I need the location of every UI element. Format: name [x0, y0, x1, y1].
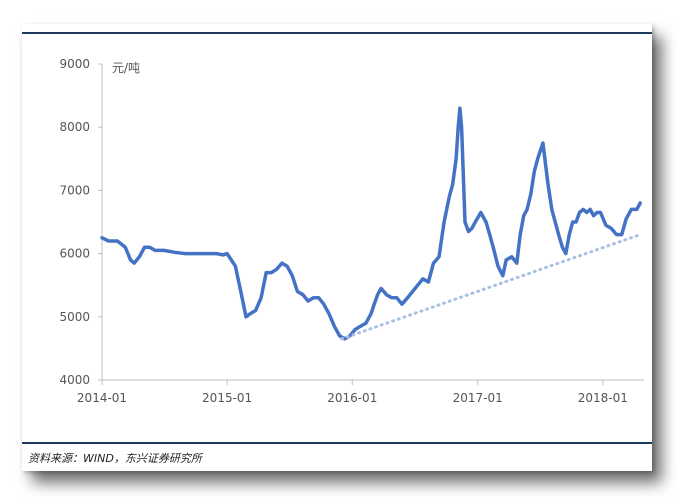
- x-tick-label: 2018-01: [578, 391, 628, 405]
- bottom-rule: [22, 442, 652, 444]
- source-note: 资料来源：WIND，东兴证券研究所: [28, 452, 202, 465]
- x-tick-label: 2016-01: [327, 391, 377, 405]
- y-tick-label: 8000: [59, 120, 90, 134]
- y-tick-label: 9000: [59, 57, 90, 71]
- x-tick-label: 2015-01: [202, 391, 252, 405]
- y-tick-label: 5000: [59, 310, 90, 324]
- series-layer: [100, 106, 642, 341]
- y-tick-label: 6000: [59, 247, 90, 261]
- x-ticks: 2014-01 2015-01 2016-01 2017-01 2018-01: [77, 380, 628, 405]
- chart-card: 4000 5000 6000 7000 8000 9000 2014-01 2015-01 2…: [22, 24, 652, 471]
- x-tick-label: 2014-01: [77, 391, 127, 405]
- axes-group: [101, 64, 644, 381]
- unit-label: 元/吨: [112, 61, 140, 75]
- x-tick-label: 2017-01: [453, 391, 503, 405]
- y-ticks: 4000 5000 6000 7000 8000 9000: [59, 57, 102, 387]
- y-tick-label: 4000: [59, 373, 90, 387]
- top-rule: [22, 32, 652, 34]
- y-tick-label: 7000: [59, 183, 90, 197]
- trend-line: [340, 233, 642, 341]
- price-line: [100, 106, 642, 341]
